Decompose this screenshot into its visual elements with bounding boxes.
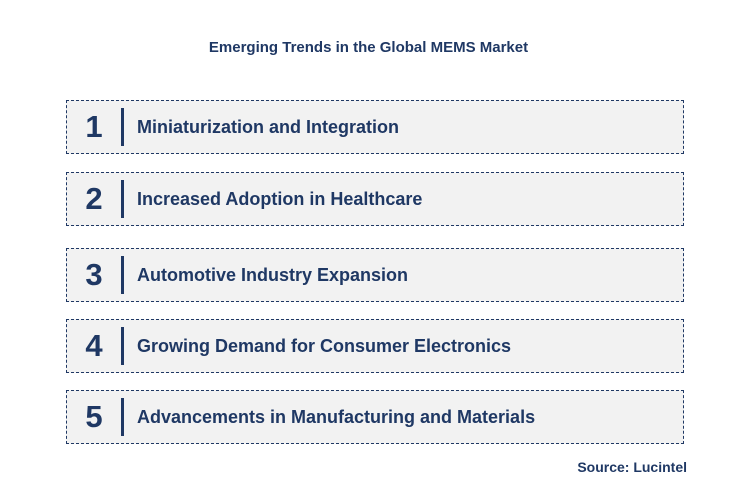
trend-divider [121, 398, 124, 436]
trend-item-5: 5 Advancements in Manufacturing and Mate… [66, 390, 684, 444]
trend-label: Growing Demand for Consumer Electronics [137, 336, 512, 356]
trend-number: 3 [85, 257, 103, 292]
trend-label: Increased Adoption in Healthcare [137, 189, 423, 209]
trend-number: 5 [85, 399, 103, 434]
trend-item-1: 1 Miniaturization and Integration [66, 100, 684, 154]
trend-number: 4 [85, 328, 103, 363]
trend-divider [121, 327, 124, 365]
diagram-title: Emerging Trends in the Global MEMS Marke… [208, 39, 529, 56]
trend-label: Miniaturization and Integration [137, 117, 399, 137]
trend-number: 2 [85, 181, 103, 216]
trend-label: Automotive Industry Expansion [137, 265, 409, 285]
trend-item-4: 4 Growing Demand for Consumer Electronic… [66, 319, 684, 373]
trend-divider [121, 108, 124, 146]
trend-divider [121, 180, 124, 218]
trend-divider [121, 256, 124, 294]
trend-item-3: 3 Automotive Industry Expansion [66, 248, 684, 302]
source-label: Source: Lucintel [577, 459, 687, 475]
trend-number: 1 [85, 109, 103, 144]
trend-item-2: 2 Increased Adoption in Healthcare [66, 172, 684, 226]
trend-label: Advancements in Manufacturing and Materi… [137, 407, 536, 427]
